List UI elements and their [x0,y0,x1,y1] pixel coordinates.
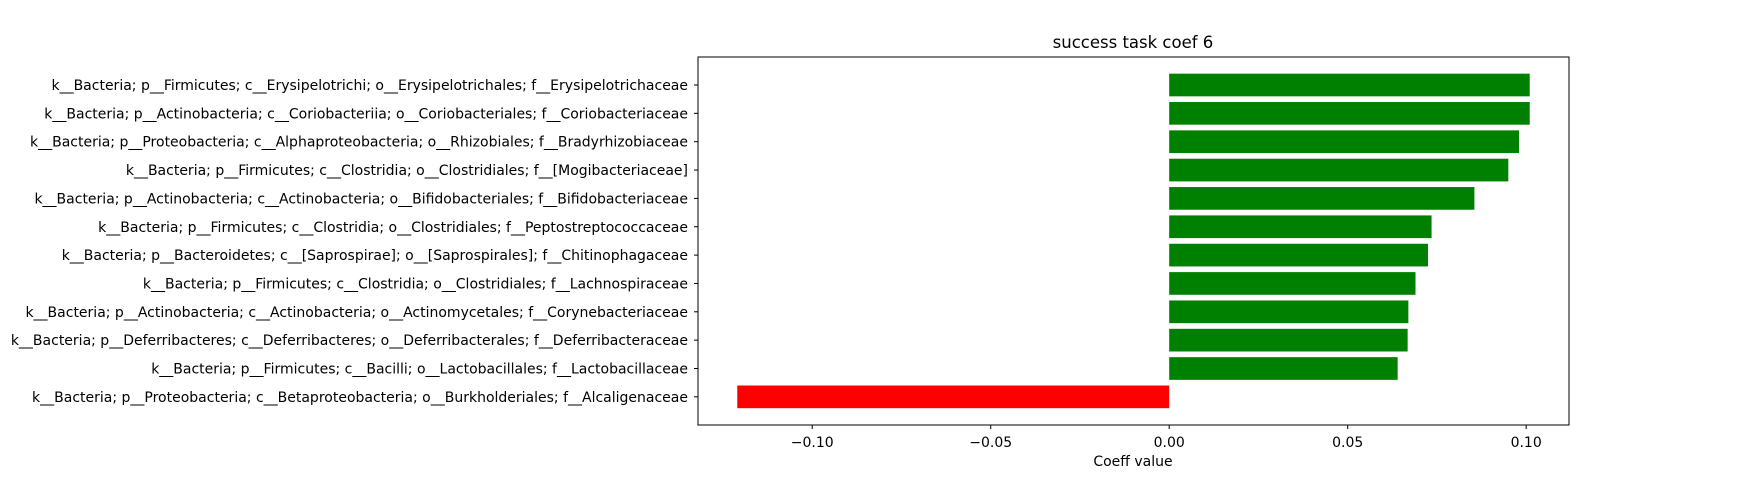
y-tick-label-10: k__Bacteria; p__Firmicutes; c__Bacilli; … [151,362,688,378]
bar-10 [1169,357,1398,380]
bar-2 [1169,130,1520,154]
bar-4 [1169,187,1475,210]
plot-area-frame [697,56,1570,426]
x-axis-ticks: −0.10 −0.05 0.00 0.05 0.10 [791,425,1542,451]
y-tick-label-7: k__Bacteria; p__Firmicutes; c__Clostridi… [143,276,688,292]
x-axis-label: Coeff value [1093,454,1172,470]
y-tick-label-0: k__Bacteria; p__Firmicutes; c__Erysipelo… [51,78,688,94]
bar-9 [1169,328,1408,352]
bars-group [737,73,1530,409]
x-tick-label-1: −0.05 [969,435,1012,451]
y-tick-label-3: k__Bacteria; p__Firmicutes; c__Clostridi… [126,163,688,179]
bar-3 [1169,158,1509,182]
x-tick-label-2: 0.00 [1154,435,1185,451]
x-tick-label-0: −0.10 [791,435,834,451]
y-tick-label-6: k__Bacteria; p__Bacteroidetes; c__[Sapro… [62,248,688,264]
x-tick-label-3: 0.05 [1332,435,1363,451]
y-tick-label-2: k__Bacteria; p__Proteobacteria; c__Alpha… [30,135,688,151]
y-tick-label-1: k__Bacteria; p__Actinobacteria; c__Corio… [44,106,688,122]
y-tick-label-8: k__Bacteria; p__Actinobacteria; c__Actin… [25,305,688,321]
bar-11 [737,385,1170,409]
y-tick-label-4: k__Bacteria; p__Actinobacteria; c__Actin… [34,191,688,207]
bar-6 [1169,243,1428,267]
y-tick-label-5: k__Bacteria; p__Firmicutes; c__Clostridi… [98,220,688,236]
bar-1 [1169,102,1530,125]
bar-5 [1169,215,1432,239]
y-axis-ticks: k__Bacteria; p__Firmicutes; c__Erysipelo… [11,78,698,406]
bar-0 [1169,73,1530,97]
chart-title: success task coef 6 [1053,33,1214,52]
bar-7 [1169,272,1416,295]
bar-8 [1169,300,1409,324]
x-tick-label-4: 0.10 [1511,435,1542,451]
y-tick-label-9: k__Bacteria; p__Deferribacteres; c__Defe… [11,333,688,349]
y-tick-label-11: k__Bacteria; p__Proteobacteria; c__Betap… [32,390,688,406]
